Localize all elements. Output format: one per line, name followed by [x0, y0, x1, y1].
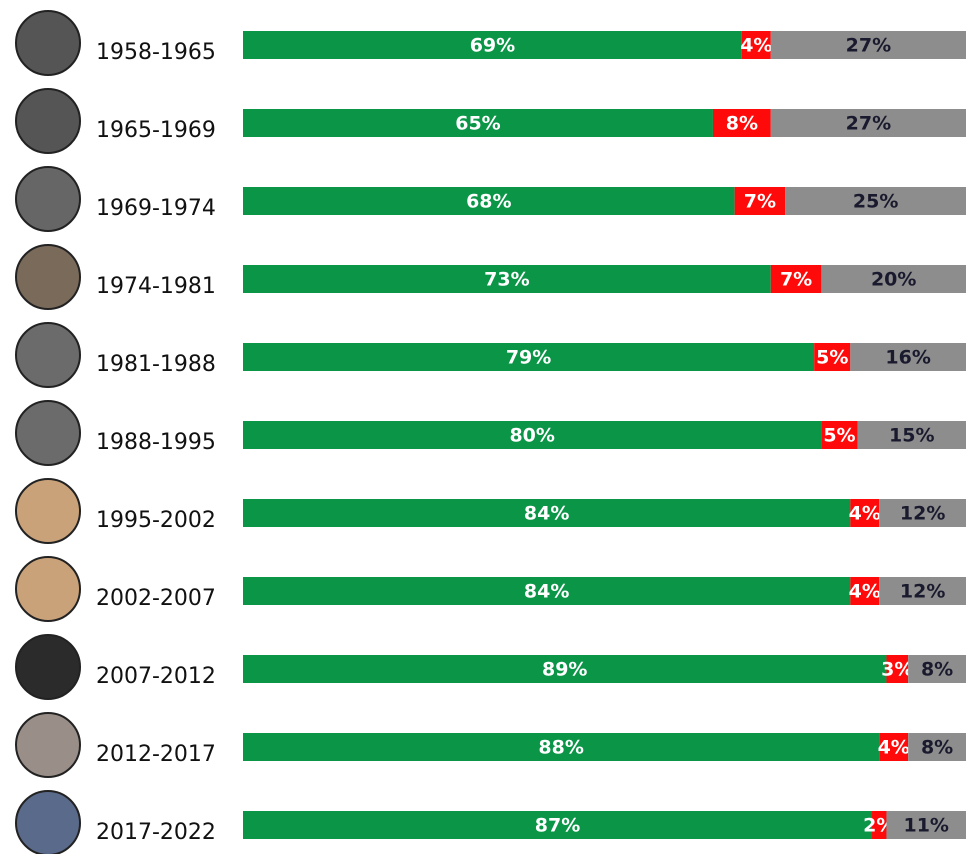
value-label: 73% — [484, 269, 529, 291]
value-label: 69% — [470, 35, 515, 57]
value-label: 25% — [853, 191, 898, 213]
portrait — [16, 323, 80, 387]
value-label: 12% — [900, 503, 945, 525]
value-label: 15% — [889, 425, 934, 447]
category-label: 2002-2007 — [96, 586, 216, 611]
value-label: 7% — [780, 269, 812, 291]
category-label: 2012-2017 — [96, 742, 216, 767]
value-label: 84% — [524, 581, 569, 603]
portrait — [16, 11, 80, 75]
category-label: 1974-1981 — [96, 274, 216, 299]
category-label: 1995-2002 — [96, 508, 216, 533]
category-label: 1981-1988 — [96, 352, 216, 377]
value-label: 8% — [921, 659, 953, 681]
value-label: 5% — [823, 425, 855, 447]
portrait — [16, 713, 80, 777]
category-label: 2007-2012 — [96, 664, 216, 689]
value-label: 11% — [903, 815, 948, 837]
value-label: 4% — [849, 503, 881, 525]
category-label: 1988-1995 — [96, 430, 216, 455]
category-label: 1965-1969 — [96, 118, 216, 143]
category-label: 1958-1965 — [96, 40, 216, 65]
portrait — [16, 401, 80, 465]
value-label: 65% — [455, 113, 500, 135]
value-label: 8% — [921, 737, 953, 759]
portrait — [16, 635, 80, 699]
chart: 1958-1965 69% 4% 27% 1965-1969 65% 8% 27% 1969-1… — [0, 0, 966, 854]
value-label: 89% — [542, 659, 587, 681]
value-label: 79% — [506, 347, 551, 369]
value-label: 4% — [878, 737, 910, 759]
value-label: 84% — [524, 503, 569, 525]
value-label: 88% — [538, 737, 583, 759]
value-label: 80% — [509, 425, 554, 447]
portrait — [16, 557, 80, 621]
category-label: 2017-2022 — [96, 820, 216, 845]
portrait — [16, 245, 80, 309]
portrait — [16, 479, 80, 543]
value-label: 20% — [871, 269, 916, 291]
value-label: 27% — [846, 113, 891, 135]
value-label: 68% — [466, 191, 511, 213]
value-label: 87% — [535, 815, 580, 837]
value-label: 5% — [816, 347, 848, 369]
portrait — [16, 791, 80, 854]
value-label: 7% — [744, 191, 776, 213]
value-label: 12% — [900, 581, 945, 603]
category-label: 1969-1974 — [96, 196, 216, 221]
value-label: 8% — [726, 113, 758, 135]
value-label: 4% — [740, 35, 772, 57]
value-label: 4% — [849, 581, 881, 603]
portrait — [16, 167, 80, 231]
value-label: 16% — [885, 347, 930, 369]
value-label: 27% — [846, 35, 891, 57]
portrait — [16, 89, 80, 153]
